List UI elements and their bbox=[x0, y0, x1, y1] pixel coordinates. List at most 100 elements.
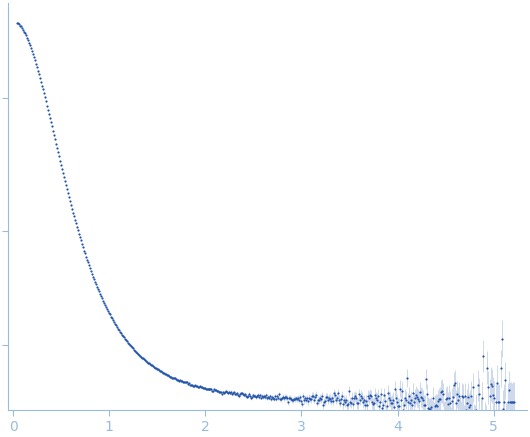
Point bbox=[499, 405, 507, 412]
Point bbox=[278, 395, 287, 402]
Point bbox=[389, 396, 398, 403]
Point bbox=[192, 383, 201, 390]
Point bbox=[36, 75, 44, 82]
Point bbox=[72, 220, 80, 227]
Point bbox=[91, 278, 99, 285]
Point bbox=[51, 140, 60, 147]
Point bbox=[308, 392, 316, 399]
Point bbox=[346, 399, 355, 406]
Point bbox=[359, 399, 367, 406]
Point bbox=[300, 397, 308, 404]
Point bbox=[128, 345, 137, 352]
Point bbox=[277, 395, 286, 402]
Point bbox=[123, 339, 132, 346]
Point bbox=[400, 402, 408, 409]
Point bbox=[331, 392, 339, 399]
Point bbox=[371, 392, 379, 399]
Point bbox=[342, 396, 350, 403]
Point bbox=[271, 393, 279, 400]
Point bbox=[57, 161, 65, 168]
Point bbox=[22, 32, 30, 39]
Point bbox=[464, 394, 472, 401]
Point bbox=[392, 394, 400, 401]
Point bbox=[297, 397, 305, 404]
Point bbox=[352, 394, 360, 401]
Point bbox=[401, 394, 409, 401]
Point bbox=[28, 47, 36, 54]
Point bbox=[19, 26, 27, 33]
Point bbox=[374, 392, 382, 399]
Point bbox=[287, 395, 296, 402]
Point bbox=[224, 389, 233, 396]
Point bbox=[454, 396, 462, 403]
Point bbox=[399, 406, 407, 413]
Point bbox=[145, 361, 154, 368]
Point bbox=[102, 305, 111, 312]
Point bbox=[288, 397, 296, 404]
Point bbox=[153, 366, 161, 373]
Point bbox=[282, 394, 290, 401]
Point bbox=[85, 264, 94, 271]
Point bbox=[281, 393, 289, 400]
Point bbox=[55, 153, 63, 160]
Point bbox=[335, 397, 343, 404]
Point bbox=[230, 389, 239, 396]
Point bbox=[83, 256, 91, 263]
Point bbox=[50, 132, 58, 139]
Point bbox=[343, 401, 351, 408]
Point bbox=[16, 22, 24, 29]
Point bbox=[120, 335, 129, 342]
Point bbox=[425, 405, 433, 412]
Point bbox=[46, 115, 54, 122]
Point bbox=[20, 28, 28, 35]
Point bbox=[231, 390, 240, 397]
Point bbox=[347, 399, 356, 406]
Point bbox=[243, 393, 252, 400]
Point bbox=[466, 392, 475, 399]
Point bbox=[148, 362, 157, 369]
Point bbox=[303, 395, 312, 402]
Point bbox=[14, 20, 22, 27]
Point bbox=[273, 392, 281, 399]
Point bbox=[43, 102, 51, 109]
Point bbox=[118, 331, 126, 338]
Point bbox=[470, 415, 478, 422]
Point bbox=[341, 399, 349, 406]
Point bbox=[363, 402, 372, 409]
Point bbox=[491, 434, 499, 437]
Point bbox=[178, 377, 186, 384]
Point bbox=[77, 240, 86, 247]
Point bbox=[107, 313, 115, 320]
Point bbox=[204, 386, 212, 393]
Point bbox=[61, 181, 70, 188]
Point bbox=[173, 376, 182, 383]
Point bbox=[357, 392, 365, 399]
Point bbox=[295, 397, 304, 404]
Point bbox=[137, 354, 146, 361]
Point bbox=[422, 376, 430, 383]
Point bbox=[455, 392, 463, 399]
Point bbox=[302, 396, 311, 403]
Point bbox=[132, 350, 141, 357]
Point bbox=[417, 394, 425, 401]
Point bbox=[377, 391, 385, 398]
Point bbox=[275, 391, 284, 398]
Point bbox=[423, 404, 432, 411]
Point bbox=[216, 388, 225, 395]
Point bbox=[161, 370, 169, 377]
Point bbox=[181, 379, 190, 386]
Point bbox=[333, 394, 341, 401]
Point bbox=[336, 399, 344, 406]
Point bbox=[332, 396, 340, 403]
Point bbox=[270, 395, 279, 402]
Point bbox=[461, 393, 469, 400]
Point bbox=[361, 401, 369, 408]
Point bbox=[73, 223, 81, 230]
Point bbox=[199, 385, 208, 392]
Point bbox=[214, 387, 223, 394]
Point bbox=[484, 436, 493, 437]
Point bbox=[33, 64, 41, 71]
Point bbox=[505, 386, 513, 393]
Point bbox=[386, 396, 394, 403]
Point bbox=[170, 375, 179, 382]
